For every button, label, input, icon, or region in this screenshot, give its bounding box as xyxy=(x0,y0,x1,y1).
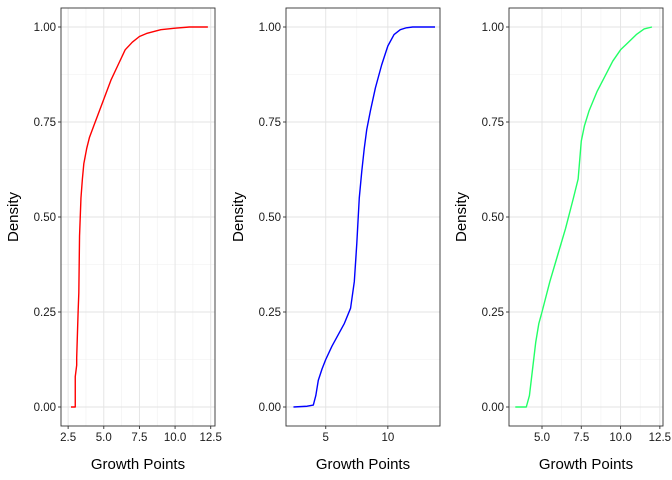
y-tick-label: 0.25 xyxy=(259,307,281,319)
x-tick-label: 7.5 xyxy=(131,432,147,444)
y-tick-label: 0.25 xyxy=(34,307,56,319)
y-tick-label: 0.75 xyxy=(34,117,56,129)
y-tick-label: 0.75 xyxy=(259,117,281,129)
y-axis-title: Density xyxy=(230,191,247,242)
y-tick-label: 0.75 xyxy=(482,117,504,129)
y-tick-label: 0.50 xyxy=(482,212,504,224)
y-tick-label: 1.00 xyxy=(259,22,281,34)
x-tick-label: 2.5 xyxy=(60,432,76,444)
x-tick-label: 10.0 xyxy=(164,432,186,444)
series-line xyxy=(70,26,208,408)
panels: 0.00 0.25 0.50 0.75 1.00 2.5 5.0 7.5 10.0 12.5 Gro… xyxy=(5,7,671,473)
x-tick-label: 5 xyxy=(323,432,329,444)
x-axis-title: Growth Points xyxy=(91,456,185,473)
y-axis-title: Density xyxy=(453,191,470,242)
y-tick-label: 0.50 xyxy=(34,212,56,224)
y-tick-label: 0.25 xyxy=(482,307,504,319)
x-tick-label: 12.5 xyxy=(649,432,671,444)
panel-3: 0.00 0.25 0.50 0.75 1.00 5.0 7.5 10.0 12.5 Growth… xyxy=(453,7,671,473)
y-tick-label: 1.00 xyxy=(482,22,504,34)
x-tick-label: 10 xyxy=(381,432,394,444)
panel-2: 0.00 0.25 0.50 0.75 1.00 5 10 Growth Points Dens… xyxy=(230,7,441,473)
y-tick-label: 0.50 xyxy=(259,212,281,224)
y-tick-label: 0.00 xyxy=(259,402,281,414)
x-tick-label: 5.0 xyxy=(96,432,112,444)
y-tick-label: 0.00 xyxy=(34,402,56,414)
y-tick-label: 1.00 xyxy=(34,22,56,34)
series-line xyxy=(515,26,653,408)
x-tick-label: 10.0 xyxy=(609,432,631,444)
series-line xyxy=(293,26,436,408)
x-axis-title: Growth Points xyxy=(539,456,633,473)
x-tick-label: 12.5 xyxy=(200,432,222,444)
y-axis-title: Density xyxy=(5,191,22,242)
panel-1: 0.00 0.25 0.50 0.75 1.00 2.5 5.0 7.5 10.0 12.5 Gro… xyxy=(5,7,222,473)
x-axis-title: Growth Points xyxy=(316,456,410,473)
x-tick-label: 5.0 xyxy=(534,432,550,444)
y-tick-label: 0.00 xyxy=(482,402,504,414)
x-tick-label: 7.5 xyxy=(573,432,589,444)
